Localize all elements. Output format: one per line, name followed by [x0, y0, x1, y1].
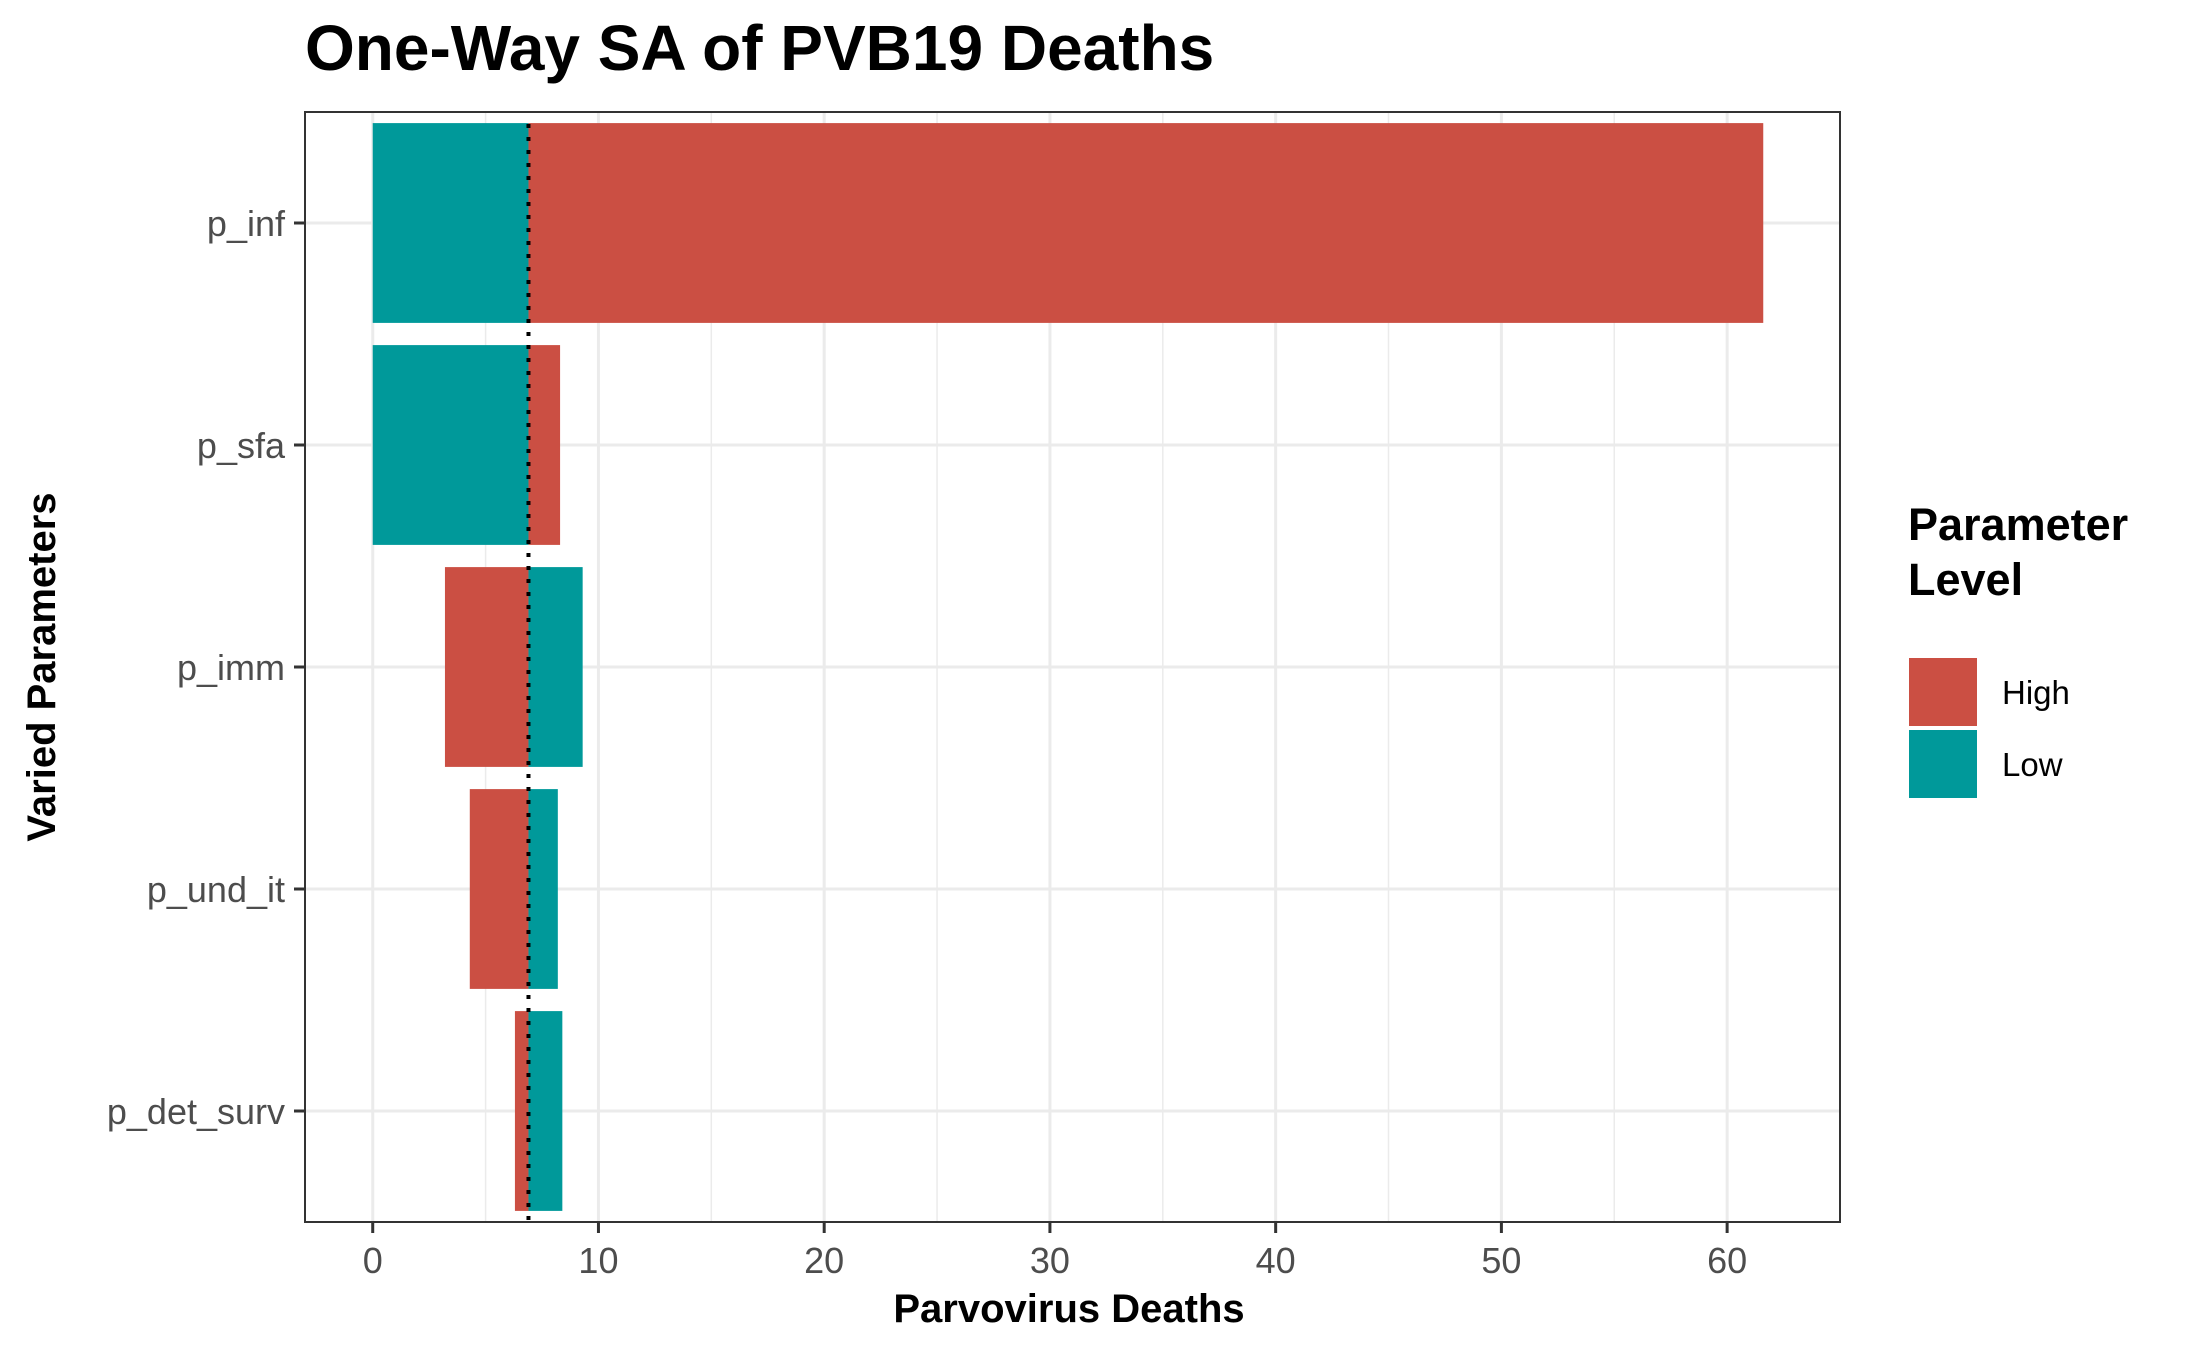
legend-label-low: Low: [2002, 746, 2063, 783]
y-tick-label: p_sfa: [197, 425, 286, 466]
legend-label-high: High: [2002, 674, 2070, 711]
legend-key-low: [1909, 730, 1977, 798]
bar-high-p_imm: [444, 567, 529, 767]
x-tick-label: 50: [1481, 1240, 1521, 1281]
y-tick-label: p_inf: [207, 203, 286, 244]
x-tick-label: 40: [1256, 1240, 1296, 1281]
legend-title-line: Parameter: [1908, 499, 2128, 550]
x-axis-title: Parvovirus Deaths: [893, 1287, 1244, 1331]
bar-high-p_inf: [528, 123, 1764, 323]
y-axis-title: Varied Parameters: [20, 492, 64, 841]
bar-high-p_sfa: [528, 345, 561, 545]
x-tick-label: 60: [1707, 1240, 1747, 1281]
x-tick-label: 0: [363, 1240, 383, 1281]
x-tick-label: 10: [578, 1240, 618, 1281]
bar-high-p_und_it: [469, 789, 529, 989]
bar-low-p_und_it: [528, 789, 558, 989]
y-tick-label: p_und_it: [147, 869, 285, 910]
bar-high-p_det_surv: [514, 1011, 529, 1211]
chart-title: One-Way SA of PVB19 Deaths: [305, 12, 1214, 84]
x-tick-label: 30: [1030, 1240, 1070, 1281]
x-tick-label: 20: [804, 1240, 844, 1281]
bar-low-p_det_surv: [528, 1011, 563, 1211]
y-tick-label: p_imm: [177, 647, 285, 688]
legend-key-high: [1909, 658, 1977, 726]
legend-title-line: Level: [1908, 554, 2023, 605]
bar-low-p_sfa: [372, 345, 529, 545]
bar-low-p_imm: [528, 567, 583, 767]
y-tick-label: p_det_surv: [107, 1091, 285, 1132]
plot-area: 0 10 20 30 40 50 60 p_inf p_sfa p_imm p_und_it p_de…: [107, 111, 1841, 1281]
bar-low-p_inf: [372, 123, 529, 323]
